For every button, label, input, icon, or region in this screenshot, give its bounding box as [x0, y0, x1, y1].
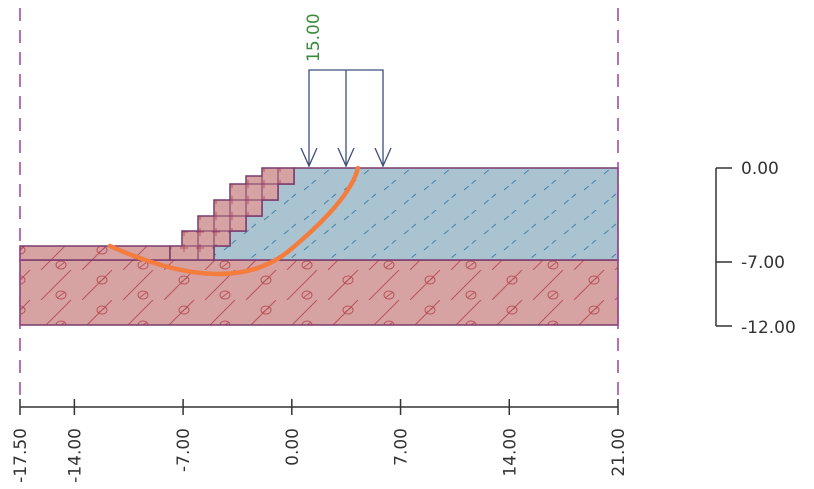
- x-tick-label: -17.50: [11, 428, 31, 483]
- depth-label-top: 0.00: [741, 159, 779, 179]
- load-value-label: 15.00: [304, 13, 324, 62]
- slip-surface-arc: [107, 165, 361, 277]
- soil-profile: [19, 167, 619, 326]
- surcharge-load: [300, 69, 392, 168]
- block-grid-lines: [182, 168, 279, 260]
- x-tick-label: -7.00: [174, 428, 194, 472]
- clay-layer: [19, 259, 619, 326]
- x-axis: -17.50 -14.00 -7.00 0.00 7.00 14.00 21.00: [11, 399, 629, 483]
- depth-scale: 0.00 -7.00 -12.00: [715, 159, 796, 338]
- x-tick-label: -14.00: [65, 428, 85, 483]
- left-surface-strip: [19, 245, 171, 261]
- load-arrowhead-right: [374, 147, 392, 168]
- stepped-block-fill: [169, 167, 295, 261]
- x-tick-label: 21.00: [609, 428, 629, 477]
- depth-label-mid: -7.00: [741, 253, 785, 273]
- load-arrowhead-center: [337, 147, 355, 168]
- depth-label-bottom: -12.00: [741, 318, 796, 338]
- x-tick-label: 7.00: [392, 428, 412, 466]
- x-tick-label: 0.00: [283, 428, 303, 466]
- x-axis-ticks: -17.50 -14.00 -7.00 0.00 7.00 14.00 21.00: [11, 399, 629, 483]
- load-arrowhead-left: [300, 147, 318, 168]
- x-tick-label: 14.00: [500, 428, 520, 477]
